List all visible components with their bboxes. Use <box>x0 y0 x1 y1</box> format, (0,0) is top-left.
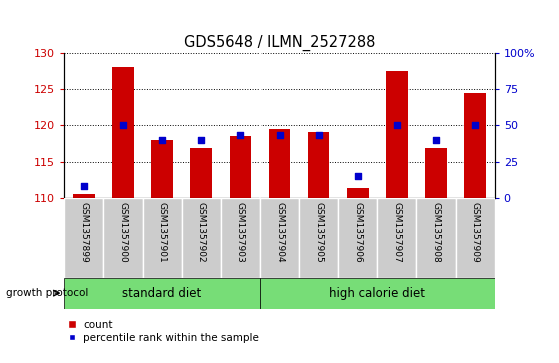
Point <box>314 132 323 138</box>
Bar <box>73 194 94 198</box>
Legend: count, percentile rank within the sample: count, percentile rank within the sample <box>64 316 263 347</box>
Point <box>158 137 167 143</box>
FancyBboxPatch shape <box>456 198 495 278</box>
FancyBboxPatch shape <box>64 278 260 309</box>
Point <box>79 183 88 189</box>
Bar <box>308 132 329 198</box>
FancyBboxPatch shape <box>338 198 377 278</box>
Point <box>119 122 127 128</box>
Text: GSM1357909: GSM1357909 <box>471 202 480 262</box>
Bar <box>386 71 408 198</box>
Point <box>275 132 284 138</box>
Point <box>392 122 401 128</box>
Text: standard diet: standard diet <box>122 287 202 299</box>
Bar <box>191 148 212 198</box>
FancyBboxPatch shape <box>377 198 416 278</box>
Point <box>236 132 245 138</box>
FancyBboxPatch shape <box>221 198 260 278</box>
Bar <box>347 188 368 198</box>
Bar <box>151 140 173 198</box>
FancyBboxPatch shape <box>260 198 299 278</box>
FancyBboxPatch shape <box>103 198 143 278</box>
Point <box>197 137 206 143</box>
Bar <box>112 67 134 198</box>
FancyBboxPatch shape <box>299 198 338 278</box>
Text: GSM1357906: GSM1357906 <box>353 202 362 262</box>
FancyBboxPatch shape <box>143 198 182 278</box>
Bar <box>465 93 486 198</box>
Point <box>353 173 362 179</box>
Bar <box>269 129 290 198</box>
Text: GSM1357907: GSM1357907 <box>392 202 401 262</box>
Text: high calorie diet: high calorie diet <box>329 287 425 299</box>
FancyBboxPatch shape <box>182 198 221 278</box>
Point <box>432 137 440 143</box>
Text: GSM1357905: GSM1357905 <box>314 202 323 262</box>
FancyBboxPatch shape <box>64 198 103 278</box>
Text: growth protocol: growth protocol <box>6 288 88 298</box>
Point <box>471 122 480 128</box>
Text: GSM1357908: GSM1357908 <box>432 202 440 262</box>
Text: GSM1357903: GSM1357903 <box>236 202 245 262</box>
FancyBboxPatch shape <box>416 198 456 278</box>
Text: GSM1357900: GSM1357900 <box>119 202 127 262</box>
Text: GSM1357899: GSM1357899 <box>79 202 88 262</box>
Text: GSM1357904: GSM1357904 <box>275 202 284 262</box>
Bar <box>425 148 447 198</box>
FancyBboxPatch shape <box>260 278 495 309</box>
Text: GSM1357901: GSM1357901 <box>158 202 167 262</box>
Text: GSM1357902: GSM1357902 <box>197 202 206 262</box>
Title: GDS5648 / ILMN_2527288: GDS5648 / ILMN_2527288 <box>184 35 375 51</box>
Bar <box>230 136 251 198</box>
